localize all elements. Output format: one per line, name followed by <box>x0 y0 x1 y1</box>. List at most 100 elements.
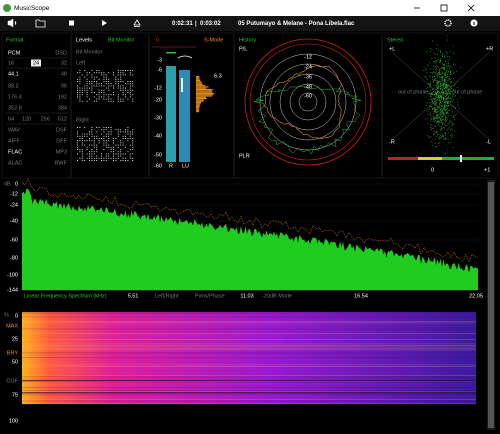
stereo-dot <box>436 116 438 118</box>
stereo-dot <box>443 98 444 100</box>
bit <box>120 142 122 144</box>
bit <box>93 144 95 146</box>
stereo-dot <box>434 79 436 80</box>
stereo-dot <box>429 112 431 113</box>
stereo-dot <box>445 135 446 136</box>
settings-button[interactable] <box>444 19 452 27</box>
bit <box>96 160 98 161</box>
scrollbar-thumb[interactable] <box>488 182 494 428</box>
bit <box>125 160 126 161</box>
stereo-dot <box>456 71 457 73</box>
stereo-dot <box>434 102 436 104</box>
stereo-dot <box>444 56 446 58</box>
stereo-dot <box>436 88 438 90</box>
histogram-bin <box>196 76 200 78</box>
bit <box>81 151 83 153</box>
stereo-dot <box>457 101 459 103</box>
stereo-dot <box>442 54 444 56</box>
stereo-dot <box>445 99 447 100</box>
bit <box>108 96 110 98</box>
stereo-dot <box>432 102 434 103</box>
stereo-dot <box>438 81 440 83</box>
bit <box>86 133 88 135</box>
stereo-dot <box>440 128 441 130</box>
bit <box>91 92 93 93</box>
stereo-dot <box>436 80 437 82</box>
stereo-dot <box>449 93 451 95</box>
bit <box>110 83 112 85</box>
play-button[interactable] <box>102 20 107 26</box>
bit <box>108 138 110 139</box>
bit <box>110 100 112 102</box>
maximize-button[interactable] <box>440 4 448 12</box>
stop-button[interactable] <box>69 20 74 26</box>
stereo-dot <box>429 86 431 88</box>
bit <box>89 144 90 146</box>
bit <box>108 127 110 128</box>
bit <box>81 153 83 155</box>
bit <box>77 72 78 74</box>
close-button[interactable] <box>467 4 475 12</box>
stripe <box>22 400 476 402</box>
bit <box>79 140 81 142</box>
stereo-dot <box>442 71 444 73</box>
bit <box>127 83 129 85</box>
stereo-dot <box>447 101 449 103</box>
eject-button[interactable] <box>133 19 141 27</box>
stereo-dot <box>431 127 432 129</box>
stereo-dot <box>435 132 436 134</box>
stereo-dot <box>427 78 429 80</box>
stereo-dot <box>441 98 442 100</box>
stereo-dot <box>431 99 433 100</box>
bit <box>117 85 119 87</box>
stereo-dot <box>441 134 443 136</box>
bit <box>84 70 86 71</box>
stereo-dot <box>441 96 442 97</box>
bit <box>120 160 122 161</box>
stereo-dot <box>441 102 442 104</box>
stereo-dot <box>432 115 434 117</box>
stereo-dot <box>442 68 444 69</box>
open-button[interactable] <box>35 19 46 28</box>
stereo-dot <box>447 112 449 114</box>
stereo-dot <box>433 118 434 120</box>
stereo-dot <box>437 85 439 86</box>
stereo-dot <box>445 109 446 111</box>
bit <box>89 157 90 159</box>
stereo-dot <box>439 110 441 112</box>
stereo-dot <box>443 107 445 109</box>
stereo-dot <box>429 102 431 104</box>
stereo-dot <box>455 89 456 91</box>
history-bottom-label: PLR <box>239 153 250 159</box>
bit <box>117 100 119 102</box>
bit <box>132 85 134 87</box>
stereo-dot <box>440 97 442 99</box>
bit <box>91 70 93 71</box>
bit <box>81 89 83 91</box>
stereo-dot <box>449 74 451 76</box>
stereo-dot <box>433 78 435 80</box>
stereo-dot <box>446 101 448 102</box>
bit <box>129 92 131 93</box>
bit <box>117 135 119 137</box>
bit <box>105 87 107 89</box>
stereo-dot <box>443 69 445 70</box>
bit <box>132 140 134 142</box>
histogram-bin <box>196 78 200 80</box>
bit <box>77 85 78 87</box>
bit <box>113 151 114 153</box>
correlation-bar <box>418 157 442 160</box>
histogram-bin <box>196 86 209 88</box>
bit <box>84 89 86 91</box>
bit <box>122 160 124 161</box>
stereo-dot <box>430 92 432 94</box>
volume-button[interactable] <box>7 18 17 28</box>
bit <box>77 96 78 98</box>
stereo-dot <box>443 136 444 138</box>
stereo-dot <box>446 64 448 66</box>
level-histogram <box>196 76 214 113</box>
stereo-dot <box>438 111 440 113</box>
histogram-bin <box>196 95 212 97</box>
stereo-dot <box>448 113 449 114</box>
stereo-dot <box>452 134 454 136</box>
